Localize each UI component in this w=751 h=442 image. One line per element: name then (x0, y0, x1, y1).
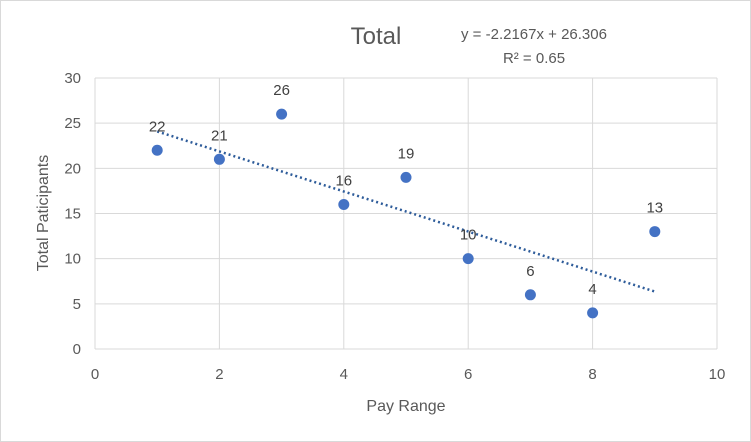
data-point (587, 307, 599, 319)
y-tick-label: 0 (73, 341, 81, 358)
data-label: 21 (211, 127, 228, 144)
x-tick-label: 4 (340, 366, 348, 383)
data-label: 16 (335, 172, 352, 189)
data-point (400, 171, 412, 183)
data-label: 13 (646, 200, 663, 217)
data-point (338, 198, 350, 210)
trendline-r-squared: R² = 0.65 (503, 50, 565, 67)
x-tick-label: 8 (588, 366, 596, 383)
x-tick-label: 0 (91, 366, 99, 383)
trendline-equation: y = -2.2167x + 26.306 (461, 26, 607, 43)
y-axis-title: Total Paticipants (35, 155, 52, 272)
data-labels: 22 21 26 16 19 10 6 4 13 (149, 82, 663, 298)
x-tick-label: 10 (709, 366, 726, 383)
data-label: 4 (588, 281, 596, 298)
data-point (462, 253, 474, 265)
data-points (151, 108, 661, 319)
y-tick-label: 25 (64, 115, 81, 132)
trendline (156, 130, 656, 293)
data-label: 19 (398, 145, 415, 162)
y-tick-label: 30 (64, 70, 81, 87)
x-tick-label: 2 (215, 366, 223, 383)
y-tick-label: 10 (64, 251, 81, 268)
data-point (524, 289, 536, 301)
data-label: 10 (460, 227, 477, 244)
x-tick-label: 6 (464, 366, 472, 383)
data-point (151, 144, 163, 156)
data-label: 26 (273, 82, 290, 99)
data-point (649, 226, 661, 238)
y-tick-label: 5 (73, 296, 81, 313)
data-label: 6 (526, 263, 534, 280)
chart-title: Total (351, 23, 402, 50)
gridlines (94, 77, 718, 350)
y-tick-label: 15 (64, 206, 81, 223)
data-point (213, 153, 225, 165)
data-point (276, 108, 288, 120)
data-label: 22 (149, 118, 166, 135)
axis-ticks: 0 5 10 15 20 25 30 0 2 4 6 8 10 (64, 70, 725, 383)
y-tick-label: 20 (64, 160, 81, 177)
x-axis-title: Pay Range (366, 398, 445, 415)
